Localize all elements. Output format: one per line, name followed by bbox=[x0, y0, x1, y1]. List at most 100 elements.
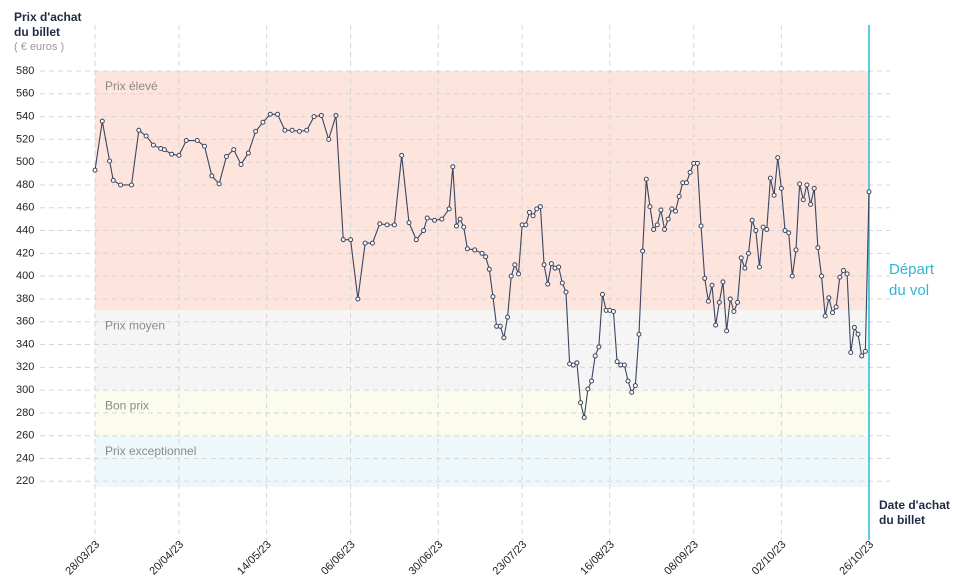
y-tick-label: 500 bbox=[16, 156, 34, 168]
price-point bbox=[253, 128, 259, 134]
price-point bbox=[508, 273, 514, 279]
price-point bbox=[534, 206, 540, 212]
price-point bbox=[194, 138, 200, 144]
price-point bbox=[413, 237, 419, 243]
price-point bbox=[669, 206, 675, 212]
price-point bbox=[599, 291, 605, 297]
price-point bbox=[464, 246, 470, 252]
price-point bbox=[629, 389, 635, 395]
price-point bbox=[223, 153, 229, 159]
price-point bbox=[819, 273, 825, 279]
price-point bbox=[738, 255, 744, 261]
x-axis-title: Date d'achat bbox=[879, 498, 950, 512]
price-point bbox=[505, 314, 511, 320]
y-axis-title: du billet bbox=[14, 25, 60, 39]
price-point bbox=[176, 152, 182, 158]
price-point bbox=[578, 400, 584, 406]
price-point bbox=[92, 167, 98, 173]
price-point bbox=[797, 181, 803, 187]
price-point bbox=[483, 254, 489, 260]
price-point bbox=[548, 261, 554, 267]
price-point bbox=[658, 207, 664, 213]
price-point bbox=[107, 158, 113, 164]
price-point bbox=[731, 308, 737, 314]
band-label: Prix moyen bbox=[105, 319, 165, 333]
price-point bbox=[537, 204, 543, 210]
price-point bbox=[724, 328, 730, 334]
band-label: Bon prix bbox=[105, 398, 149, 412]
price-point bbox=[446, 206, 452, 212]
price-point bbox=[161, 147, 167, 153]
price-point bbox=[848, 350, 854, 356]
price-band bbox=[95, 310, 869, 391]
y-tick-label: 220 bbox=[16, 475, 34, 487]
price-point bbox=[479, 250, 485, 256]
price-point bbox=[855, 331, 861, 337]
price-point bbox=[486, 266, 492, 272]
price-point bbox=[209, 173, 215, 179]
price-point bbox=[559, 280, 565, 286]
price-point bbox=[764, 226, 770, 232]
price-point bbox=[318, 112, 324, 118]
price-point bbox=[654, 222, 660, 228]
price-point bbox=[490, 294, 496, 300]
price-point bbox=[472, 247, 478, 253]
departure-label: du vol bbox=[889, 282, 929, 299]
price-point bbox=[453, 223, 459, 229]
price-point bbox=[833, 304, 839, 310]
y-tick-label: 520 bbox=[16, 133, 34, 145]
price-point bbox=[501, 335, 507, 341]
price-point bbox=[432, 217, 438, 223]
price-point bbox=[804, 182, 810, 188]
price-point bbox=[705, 298, 711, 304]
price-point bbox=[99, 118, 105, 124]
price-point bbox=[614, 359, 620, 365]
price-point bbox=[643, 176, 649, 182]
price-point bbox=[202, 143, 208, 149]
y-tick-label: 280 bbox=[16, 407, 34, 419]
price-point bbox=[545, 281, 551, 287]
price-point bbox=[526, 209, 532, 215]
price-point bbox=[756, 264, 762, 270]
price-point bbox=[866, 189, 872, 195]
x-axis-title: du billet bbox=[879, 513, 925, 527]
price-point bbox=[260, 119, 266, 125]
price-point bbox=[289, 127, 295, 133]
price-point bbox=[767, 175, 773, 181]
price-point bbox=[760, 224, 766, 230]
price-point bbox=[129, 182, 135, 188]
y-tick-label: 360 bbox=[16, 316, 34, 328]
price-point bbox=[793, 247, 799, 253]
price-point bbox=[632, 383, 638, 389]
y-tick-label: 480 bbox=[16, 179, 34, 191]
price-point bbox=[709, 282, 715, 288]
price-point bbox=[355, 296, 361, 302]
price-point bbox=[296, 128, 302, 134]
price-point bbox=[143, 133, 149, 139]
price-point bbox=[399, 152, 405, 158]
price-point bbox=[753, 228, 759, 234]
price-point bbox=[541, 262, 547, 268]
price-point bbox=[497, 323, 503, 329]
price-point bbox=[461, 224, 467, 230]
price-point bbox=[516, 271, 522, 277]
price-point bbox=[713, 322, 719, 328]
y-tick-label: 540 bbox=[16, 110, 34, 122]
price-point bbox=[592, 353, 598, 359]
price-point bbox=[581, 414, 587, 420]
x-tick-label: 30/06/23 bbox=[407, 539, 446, 578]
price-band bbox=[95, 435, 869, 487]
price-point bbox=[720, 279, 726, 285]
price-point bbox=[169, 151, 175, 157]
price-point bbox=[570, 362, 576, 368]
y-tick-label: 340 bbox=[16, 338, 34, 350]
price-point bbox=[275, 111, 281, 117]
price-point bbox=[391, 222, 397, 228]
price-point bbox=[687, 169, 693, 175]
price-point bbox=[589, 378, 595, 384]
price-point bbox=[727, 296, 733, 302]
price-point bbox=[676, 193, 682, 199]
y-axis-title: Prix d'achat bbox=[14, 10, 82, 24]
price-point bbox=[384, 222, 390, 228]
x-tick-label: 23/07/23 bbox=[491, 539, 530, 578]
